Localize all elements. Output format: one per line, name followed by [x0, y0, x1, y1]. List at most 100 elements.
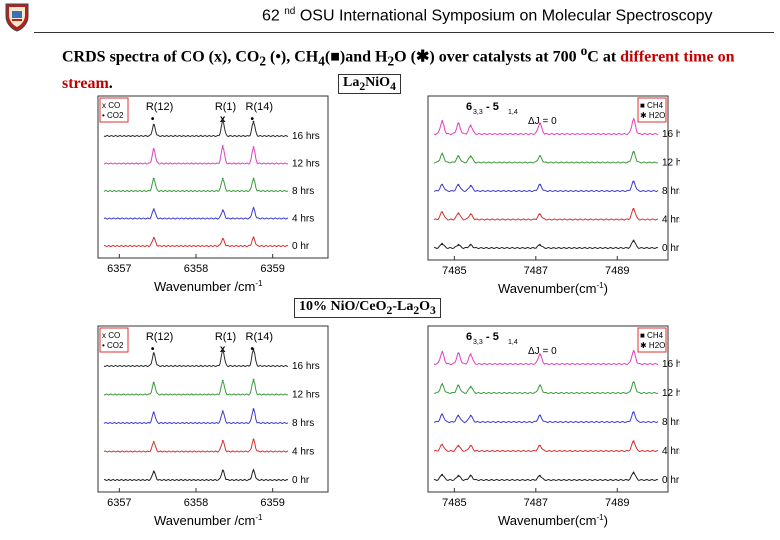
peak-point-3	[539, 414, 541, 417]
peak-point-4	[632, 150, 635, 153]
series-8-hrs: 8 hrs	[433, 411, 680, 428]
peak-point-2	[252, 348, 255, 350]
peak-point-2	[252, 177, 255, 180]
peak-point-1	[221, 237, 224, 240]
conference-name: OSU International Symposium on Molecular…	[299, 7, 713, 25]
conference-title: 62 nd OSU International Symposium on Mol…	[262, 6, 712, 25]
plot-frame	[427, 325, 669, 493]
peak-point-1	[221, 410, 224, 413]
conference-number-suffix: nd	[284, 6, 296, 17]
x-axis-label: Wavenumber(cm-1)	[498, 281, 608, 296]
series-16-hrs: 16 hrs	[433, 350, 680, 370]
peak-point-0	[152, 441, 155, 443]
peak-point-2	[252, 146, 255, 148]
x-axis-label-sup: -1	[255, 279, 263, 288]
peak-point-2	[252, 120, 255, 123]
peak-point-4	[632, 239, 635, 242]
sample-text: -La	[392, 299, 414, 314]
peak-marker-r-14: •	[251, 114, 255, 125]
chart-ch4-panel-top: ■ CH4✱ H2O 63,3 - 5 1,4 ΔJ = 0 16 hrs 12 hrs 8…	[427, 95, 680, 296]
peak-point-1	[221, 119, 224, 122]
sample-text: 10% NiO/CeO	[299, 299, 387, 314]
peak-point-4	[632, 411, 635, 414]
degree-superscript: o	[580, 43, 588, 58]
series-4-hrs: 4 hrs	[103, 437, 314, 458]
peak-marker-r-14: •	[251, 344, 255, 355]
peak-point-0	[441, 153, 443, 155]
series-0-hr: 0 hr	[103, 235, 310, 252]
trace-16-hrs	[103, 347, 289, 368]
peak-point-0	[441, 242, 443, 245]
sample-label-la2nio4: La2NiO4	[338, 74, 401, 94]
series-label-8-hrs: 8 hrs	[662, 186, 680, 197]
peak-point-1	[221, 469, 224, 472]
legend: ■ CH4✱ H2O	[637, 327, 667, 353]
peak-point-2	[469, 213, 472, 216]
peak-point-2	[252, 207, 255, 210]
x-tick-label-7489: 7489	[605, 265, 629, 277]
peak-label-r-1: R(1)	[215, 331, 236, 343]
subscript: 2	[386, 303, 393, 317]
peak-point-1	[221, 145, 224, 147]
peak-point-3	[539, 122, 541, 125]
subtitle-text: ), CO	[221, 48, 260, 66]
peak-point-4	[632, 350, 635, 352]
x-tick-label-7487: 7487	[524, 265, 548, 277]
peak-marker-r-1: x	[220, 114, 226, 125]
series-12-hrs: 12 hrs	[433, 150, 680, 169]
peak-point-1	[221, 349, 224, 351]
series-label-8-hrs: 8 hrs	[292, 418, 314, 429]
h2o-marker: ✱	[415, 48, 430, 66]
peak-point-0	[152, 148, 155, 150]
series-16-hrs: 16 hrs	[103, 118, 320, 142]
series-0-hr: 0 hr	[433, 471, 680, 486]
peak-point-2	[469, 474, 472, 477]
peak-point-4	[632, 180, 635, 183]
legend: ■ CH4✱ H2O	[637, 97, 667, 123]
peak-label-r-1: R(1)	[215, 101, 236, 113]
trace-0-hr	[103, 235, 289, 248]
x-tick-label-7485: 7485	[442, 265, 466, 277]
series-12-hrs: 12 hrs	[103, 378, 320, 401]
x-axis-label-text: Wavenumber(cm	[498, 513, 596, 528]
legend-entry-ch4: ■ CH4	[640, 101, 664, 110]
trace-0-hr	[103, 468, 289, 482]
peak-point-2	[469, 243, 472, 246]
delta-j-label: ΔJ = 0	[528, 116, 557, 127]
peak-point-4	[632, 381, 635, 383]
plot-frame	[97, 325, 329, 493]
subtitle-text: CRDS spectra of CO (	[62, 48, 214, 66]
trace-16-hrs	[433, 350, 659, 366]
series-label-0-hr: 0 hr	[662, 243, 680, 254]
trace-12-hrs	[433, 151, 659, 164]
subtitle-text: .	[108, 74, 113, 92]
x-tick-label-6359: 6359	[260, 263, 284, 275]
series-12-hrs: 12 hrs	[433, 381, 680, 399]
plot-frame	[427, 95, 669, 261]
peak-point-1	[457, 183, 460, 186]
trace-4-hrs	[103, 206, 289, 220]
x-tick-label-6358: 6358	[184, 263, 208, 275]
peak-point-1	[457, 384, 460, 387]
band-subscript-2: 1,4	[508, 339, 518, 346]
peak-point-2	[252, 378, 255, 381]
series-4-hrs: 4 hrs	[433, 440, 680, 457]
subtitle-text: ), CH	[280, 48, 319, 66]
peak-point-3	[539, 155, 541, 157]
subscript: 2	[387, 53, 395, 69]
legend-entry-co2: • CO2	[102, 341, 124, 350]
peak-point-1	[221, 379, 224, 382]
band-subscript: 3,3	[473, 339, 483, 346]
subscript: 2	[413, 303, 420, 317]
series-8-hrs: 8 hrs	[103, 407, 314, 429]
x-tick-label-6359: 6359	[260, 497, 284, 509]
legend-box	[637, 97, 667, 123]
series-label-4-hrs: 4 hrs	[292, 447, 314, 458]
plot-frame	[97, 95, 329, 259]
series-16-hrs: 16 hrs	[103, 347, 320, 372]
peak-point-0	[441, 183, 443, 186]
legend: x CO• CO2	[99, 97, 129, 123]
band-label: 6	[466, 101, 472, 113]
